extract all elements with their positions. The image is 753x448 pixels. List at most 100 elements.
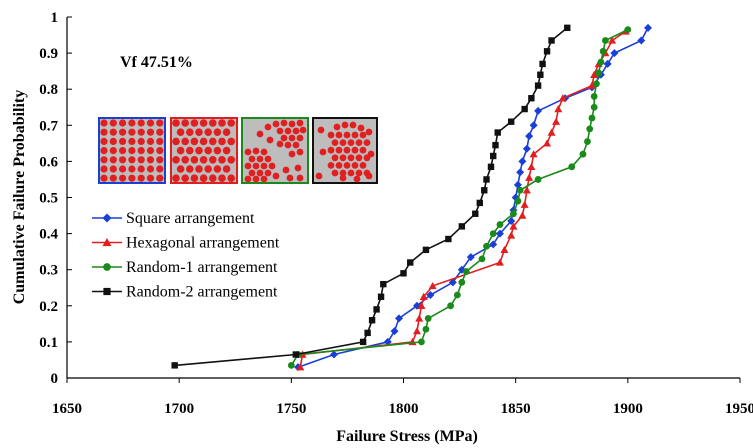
fiber-dot: [296, 148, 304, 156]
x-tick-label: 1850: [501, 401, 531, 417]
data-point: [424, 315, 432, 322]
fiber-dot: [286, 174, 294, 182]
data-point: [516, 168, 525, 177]
fiber-dot: [331, 169, 339, 177]
fiber-dot: [176, 146, 185, 155]
data-point: [489, 230, 497, 238]
fiber-dot: [109, 165, 117, 173]
data-point: [529, 121, 538, 130]
fiber-dot: [347, 139, 355, 147]
legend-label: Hexagonal arrangement: [126, 235, 280, 252]
fiber-dot: [351, 146, 359, 154]
fiber-dot: [359, 146, 367, 154]
fiber-dot: [284, 127, 292, 135]
fiber-dot: [296, 134, 304, 142]
fiber-dot: [137, 128, 145, 136]
fiber-dot: [146, 156, 155, 164]
fiber-dot: [109, 156, 117, 164]
fiber-dot: [172, 137, 180, 146]
fiber-dot: [296, 119, 304, 127]
y-tick-label: 0.4: [39, 227, 58, 243]
data-point: [500, 245, 509, 254]
fiber-dot: [128, 156, 136, 164]
legend-item: Random-2 arrangement: [92, 284, 278, 301]
fiber-dot: [343, 162, 351, 169]
data-point: [590, 70, 599, 78]
fiber-dot: [335, 146, 343, 154]
data-point: [476, 199, 483, 207]
fiber-dot: [333, 123, 341, 131]
data-point: [412, 327, 421, 335]
random-1-arrangement-icon: [241, 117, 309, 184]
data-point: [489, 240, 498, 249]
legend-label: Random-1 arrangement: [126, 259, 278, 276]
data-point: [602, 37, 609, 44]
fiber-dot: [339, 139, 347, 147]
fiber-dot: [190, 137, 199, 146]
fiber-dot: [296, 174, 304, 182]
fiber-dot: [353, 175, 361, 183]
data-point: [552, 117, 561, 125]
legend-item: Square arrangement: [92, 210, 255, 227]
fiber-dot: [363, 139, 371, 147]
fiber-dot: [100, 128, 108, 136]
data-point: [171, 362, 178, 369]
data-point: [483, 176, 490, 183]
fiber-dot: [119, 147, 127, 155]
fiber-dot: [280, 119, 288, 127]
fiber-dot: [319, 148, 327, 156]
fiber-dot: [213, 165, 222, 173]
fiber-dot: [195, 128, 203, 136]
fiber-dot: [137, 137, 145, 145]
fiber-dot: [264, 155, 272, 163]
fiber-dot: [119, 119, 127, 127]
data-point: [507, 118, 515, 125]
fiber-dot: [268, 162, 276, 170]
fiber-dot: [355, 169, 363, 177]
fiber-dot: [199, 119, 208, 127]
fiber-dot: [299, 126, 307, 134]
legend-marker: [102, 238, 112, 247]
data-point: [487, 163, 495, 171]
y-tick-label: 0.8: [39, 82, 58, 98]
data-point: [513, 180, 522, 189]
data-point: [400, 270, 407, 277]
fiber-dot: [248, 155, 256, 163]
data-point: [554, 105, 563, 113]
random-2-arrangement-icon: [312, 117, 378, 184]
fiber-dot: [186, 146, 194, 155]
fiber-dot: [292, 141, 300, 149]
y-tick-label: 0.6: [39, 154, 58, 170]
fiber-dot: [181, 137, 189, 146]
fiber-dot: [195, 146, 203, 155]
fiber-dot: [146, 147, 155, 155]
fiber-dot: [181, 174, 189, 182]
fiber-dot: [272, 172, 280, 180]
data-point: [426, 290, 435, 299]
data-point: [518, 211, 527, 219]
data-point: [368, 317, 376, 324]
data-point: [472, 210, 479, 217]
data-point: [364, 329, 371, 337]
data-point: [529, 150, 538, 158]
y-tick-label: 0.2: [39, 299, 58, 315]
fiber-dot: [100, 137, 108, 145]
hexagonal-arrangement-icon: [170, 117, 238, 184]
fiber-dot: [109, 174, 117, 182]
data-point: [610, 49, 619, 58]
fiber-dot: [276, 140, 284, 148]
fiber-dot: [260, 175, 268, 183]
fiber-dot: [266, 136, 274, 144]
fiber-dot: [109, 119, 117, 127]
fiber-dot: [156, 165, 164, 173]
fiber-dot: [176, 128, 185, 136]
fiber-dot: [128, 128, 136, 136]
data-point: [296, 363, 305, 371]
legend-label: Random-2 arrangement: [126, 284, 278, 301]
fiber-dot: [172, 156, 180, 164]
fiber-dot: [146, 119, 155, 127]
fiber-dot: [199, 156, 208, 164]
fiber-dot: [264, 169, 272, 177]
fiber-dot: [331, 154, 339, 162]
